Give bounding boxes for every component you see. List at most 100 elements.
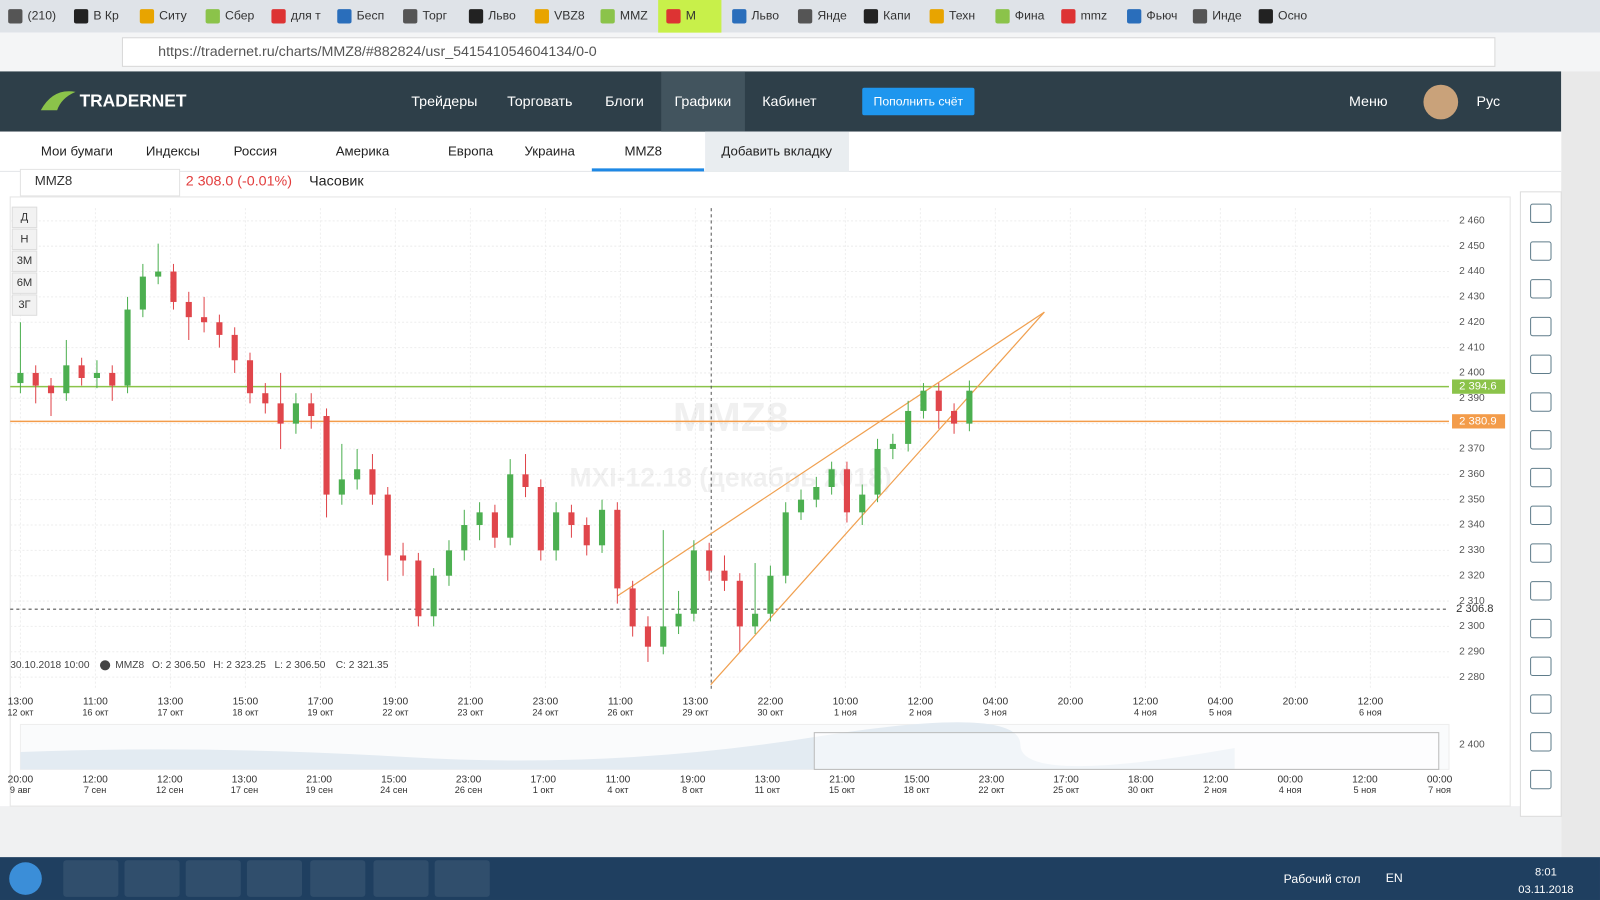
browser-tab[interactable]: Техн — [949, 9, 975, 23]
candle-body — [430, 575, 437, 617]
menu[interactable]: Меню — [1349, 94, 1388, 110]
sub-nav-tab[interactable]: Россия — [234, 144, 277, 159]
browser-tab[interactable]: Льво — [488, 9, 516, 23]
tool-icon[interactable] — [1530, 279, 1552, 299]
period-label[interactable]: 3М — [17, 255, 33, 267]
candle-body — [736, 580, 743, 627]
x-tick-time: 12:00 — [908, 697, 934, 708]
browser-tab[interactable]: (210) — [28, 9, 57, 23]
add-tab[interactable]: Добавить вкладку — [721, 144, 832, 159]
sub-nav-tab[interactable]: Европа — [448, 144, 494, 159]
nav-item[interactable]: Кабинет — [762, 94, 817, 110]
taskbar-app[interactable] — [124, 860, 180, 897]
browser-tab[interactable]: Фина — [1015, 9, 1045, 23]
candle-body — [966, 390, 973, 424]
x-tick-time: 11:00 — [608, 697, 633, 708]
tool-icon[interactable] — [1530, 467, 1552, 488]
tool-icon[interactable] — [1530, 732, 1552, 752]
browser-tab[interactable]: В Кр — [93, 9, 119, 23]
x-tick-time: 13:00 — [158, 697, 184, 708]
tool-icon[interactable] — [1530, 430, 1552, 450]
browser-tab[interactable]: для т — [291, 9, 321, 23]
symbol-box[interactable] — [19, 168, 181, 197]
browser-tab[interactable]: Янде — [817, 9, 847, 23]
interval[interactable]: Часовик — [309, 173, 364, 189]
tool-icon[interactable] — [1530, 769, 1552, 790]
tab-icon — [929, 9, 944, 24]
period-button[interactable] — [11, 272, 38, 294]
taskbar-app[interactable] — [434, 860, 490, 897]
tool-icon[interactable] — [1530, 203, 1552, 223]
navigator-date: 22 окт — [978, 785, 1005, 795]
tab-icon — [797, 9, 813, 24]
sub-nav-tab[interactable]: Мои бумаги — [41, 144, 113, 159]
browser-tab[interactable]: Инде — [1212, 9, 1242, 23]
browser-tab[interactable]: Осно — [1278, 9, 1307, 23]
nav-item[interactable]: Графики — [674, 94, 731, 110]
period-label[interactable]: 3Г — [18, 299, 30, 311]
deposit-button[interactable] — [862, 87, 975, 116]
browser-tab[interactable]: Ситу — [159, 9, 187, 23]
desktop-label[interactable]: Рабочий стол — [1284, 872, 1361, 886]
taskbar-app[interactable] — [310, 860, 366, 897]
taskbar-app[interactable] — [63, 860, 119, 897]
nav-item[interactable]: Торговать — [507, 94, 572, 110]
candle-body — [415, 560, 422, 617]
sub-nav-tab[interactable]: Индексы — [146, 144, 200, 159]
browser-tab[interactable]: Капи — [883, 9, 910, 23]
sub-nav-tab[interactable]: MMZ8 — [624, 144, 662, 159]
period-label[interactable]: Н — [20, 233, 28, 245]
browser-tab[interactable]: MMZ — [620, 9, 648, 23]
candle-body — [752, 613, 759, 627]
sub-nav-tab[interactable]: Украина — [524, 144, 575, 159]
x-tick-date: 26 окт — [607, 708, 634, 718]
browser-tab[interactable]: VBZ8 — [554, 9, 585, 23]
period-button[interactable] — [11, 228, 38, 250]
browser-tab[interactable]: Бесп — [357, 9, 385, 23]
url-field[interactable] — [121, 37, 1496, 67]
tool-icon[interactable] — [1530, 392, 1552, 412]
logo[interactable]: TRADERNET — [80, 91, 187, 111]
browser-tab[interactable]: Льво — [752, 9, 780, 23]
nav-item[interactable]: Блоги — [605, 94, 644, 110]
tool-icon[interactable] — [1530, 694, 1552, 714]
navigator-window[interactable] — [813, 732, 1440, 770]
tab-icon — [863, 9, 879, 24]
browser-tab[interactable]: Сбер — [225, 9, 255, 23]
tool-icon[interactable] — [1530, 316, 1552, 337]
tool-icon[interactable] — [1530, 656, 1552, 677]
candle-body — [537, 486, 544, 551]
deposit-button-label[interactable]: Пополнить счёт — [874, 94, 964, 108]
tool-icon[interactable] — [1530, 241, 1552, 261]
browser-tab[interactable]: mmz — [1081, 9, 1108, 23]
tool-icon[interactable] — [1530, 505, 1552, 525]
period-button[interactable] — [11, 250, 38, 272]
candle-body — [32, 372, 39, 386]
candle-body — [17, 372, 24, 384]
browser-tab[interactable]: M — [686, 9, 696, 23]
tool-icon[interactable] — [1530, 354, 1552, 374]
period-button[interactable] — [11, 206, 38, 229]
nav-item[interactable]: Трейдеры — [411, 94, 477, 110]
taskbar-app[interactable] — [373, 860, 429, 897]
taskbar-app[interactable] — [246, 860, 303, 897]
avatar[interactable] — [1423, 84, 1459, 120]
navigator-time: 23:00 — [456, 774, 482, 785]
taskbar-app[interactable] — [185, 860, 241, 897]
browser-tab[interactable]: Фьюч — [1146, 9, 1177, 23]
price-level-label: 2 380.9 — [1459, 415, 1496, 427]
period-button[interactable] — [11, 294, 38, 316]
candle-body — [905, 410, 912, 444]
sub-nav-tab[interactable]: Америка — [336, 144, 390, 159]
language[interactable]: Рус — [1477, 94, 1501, 110]
candle-body — [522, 474, 529, 487]
tool-icon[interactable] — [1530, 618, 1552, 639]
tool-icon[interactable] — [1530, 581, 1552, 601]
browser-tab[interactable]: Торг — [422, 9, 447, 23]
period-label[interactable]: 6М — [17, 277, 33, 289]
trendline[interactable] — [617, 311, 1045, 597]
start-button[interactable] — [9, 862, 42, 895]
url[interactable]: https://tradernet.ru/charts/MMZ8/#882824… — [158, 44, 597, 60]
period-label[interactable]: Д — [21, 211, 29, 223]
tool-icon[interactable] — [1530, 543, 1552, 563]
